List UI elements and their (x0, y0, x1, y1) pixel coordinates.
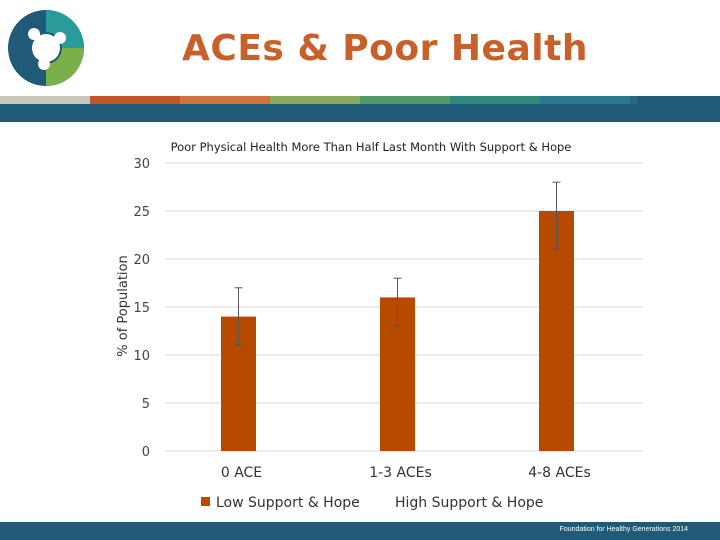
y-tick-label: 10 (133, 349, 150, 364)
bars (221, 211, 574, 451)
x-tick-label: 1-3 ACEs (369, 465, 432, 481)
header-band (0, 104, 720, 122)
bar-chart: Poor Physical Health More Than Half Last… (116, 140, 642, 511)
chart-title: Poor Physical Health More Than Half Last… (171, 140, 572, 154)
y-tick-label: 0 (142, 445, 150, 460)
stripe-segment (360, 96, 450, 104)
color-stripe (0, 96, 720, 104)
x-tick-label: 4-8 ACEs (528, 465, 591, 481)
y-tick-label: 25 (133, 205, 150, 220)
stripe-segment (270, 96, 360, 104)
legend-label: High Support & Hope (395, 495, 543, 511)
legend-label: Low Support & Hope (216, 495, 360, 511)
footer-band: Foundation for Healthy Generations 2014 (0, 522, 720, 540)
stripe-segment (450, 96, 540, 104)
y-tick-label: 5 (142, 397, 150, 412)
legend-swatch (382, 497, 391, 506)
bar (539, 211, 574, 451)
error-bars (234, 181, 561, 346)
stripe-segment (180, 96, 270, 104)
slide-title: ACEs & Poor Health (182, 28, 588, 69)
y-tick-label: 20 (133, 253, 150, 268)
y-tick-label: 30 (133, 157, 150, 172)
y-axis-label: % of Population (116, 255, 131, 356)
legend: Low Support & Hope High Support & Hope (201, 495, 543, 511)
y-tick-label: 15 (133, 301, 150, 316)
logo-icon (8, 10, 84, 86)
stripe-segment (90, 96, 180, 104)
footer-text: Foundation for Healthy Generations 2014 (559, 526, 688, 533)
header-band-end (638, 96, 720, 104)
x-tick-label: 0 ACE (221, 465, 262, 481)
stripe-segment (540, 96, 630, 104)
stripe-segment (0, 96, 90, 104)
legend-swatch (201, 497, 210, 506)
y-tick-labels: 0 5 10 15 20 25 30 (133, 157, 150, 460)
x-tick-labels: 0 ACE 1-3 ACEs 4-8 ACEs (221, 465, 591, 481)
